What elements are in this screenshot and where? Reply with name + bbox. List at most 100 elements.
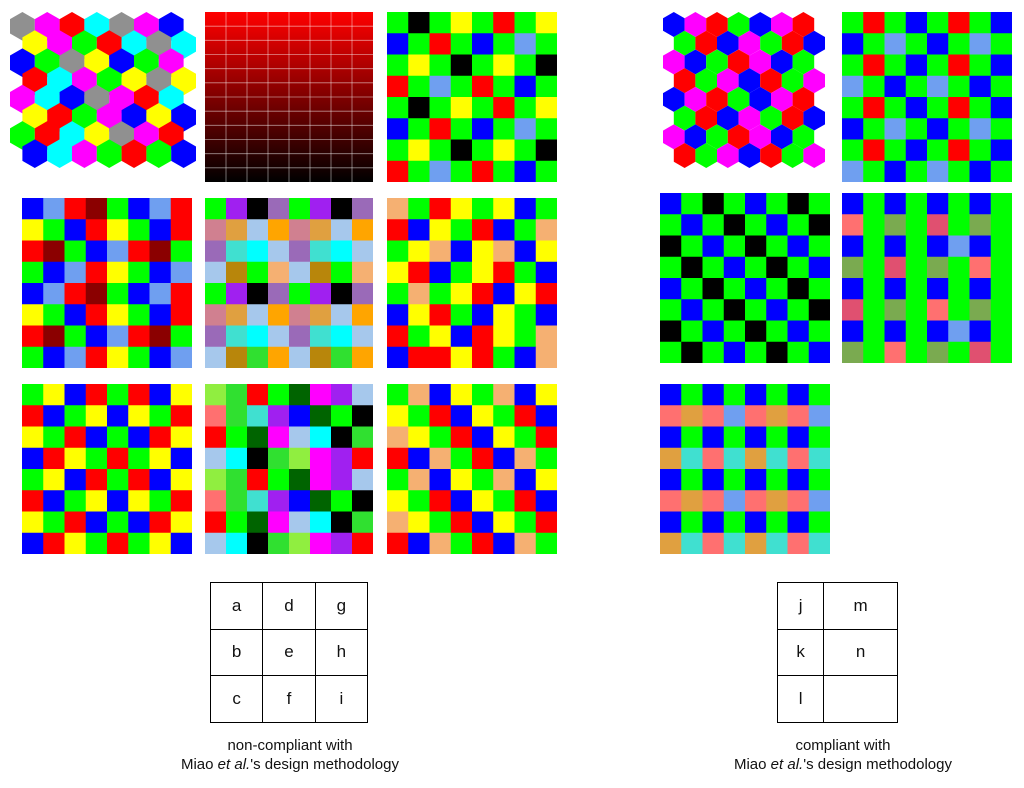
pattern-cell [149, 447, 172, 470]
pattern-cell [310, 490, 332, 512]
pattern-cell [472, 139, 494, 162]
pattern-cell [387, 532, 409, 554]
pattern-cell [535, 447, 557, 470]
pattern-cell [352, 447, 373, 470]
pattern-cell [766, 426, 788, 449]
pattern-cell [22, 469, 44, 491]
pattern-cell [969, 235, 992, 258]
pattern-cell [128, 447, 150, 470]
pattern-cell [310, 426, 332, 449]
pattern-cell [535, 325, 557, 348]
pattern-cell [450, 33, 473, 55]
pattern-cell [247, 405, 269, 427]
pattern-hex [22, 102, 48, 132]
pattern-cell [226, 261, 248, 284]
pattern-cell [905, 299, 928, 321]
pattern-cell [681, 256, 703, 279]
pattern-cell [170, 490, 192, 512]
pattern-cell [660, 384, 682, 406]
pattern-cell [22, 532, 44, 554]
pattern-cell [787, 341, 810, 363]
pattern-hex [803, 68, 825, 94]
pattern-cell [905, 75, 928, 98]
pattern-hex [771, 49, 793, 75]
pattern-cell [289, 426, 311, 449]
pattern-cell [64, 283, 87, 305]
pattern-cell [884, 118, 907, 140]
pattern-cell [884, 75, 907, 98]
pattern-cell [766, 532, 788, 554]
pattern-cell [990, 33, 1012, 55]
pattern-cell [43, 405, 65, 427]
pattern-cell [990, 97, 1012, 119]
pattern-cell [64, 469, 87, 491]
pattern-cell [660, 532, 682, 554]
pattern-cell [723, 320, 746, 343]
pattern-cell [766, 384, 788, 406]
pattern-cell [472, 304, 494, 326]
pattern-cell [863, 97, 885, 119]
pattern-cell [842, 160, 864, 182]
pattern-cell [493, 97, 515, 119]
pattern-cell [205, 511, 227, 534]
pattern-cell [205, 261, 227, 284]
pattern-cell [948, 97, 970, 119]
pattern-cell [352, 511, 373, 534]
pattern-hex [792, 124, 815, 150]
pattern-cell [408, 12, 430, 34]
pattern-cell [247, 469, 269, 491]
pattern-cell [107, 384, 129, 406]
pattern-cell [331, 304, 353, 326]
pattern-cell [170, 447, 192, 470]
pattern-cell [408, 160, 430, 182]
pattern-cell [149, 219, 172, 241]
pattern-cell [535, 532, 557, 554]
pattern-cell [268, 469, 290, 491]
pattern-cell [64, 198, 87, 220]
pattern-cell [352, 384, 373, 406]
pattern-cell [745, 426, 767, 449]
pattern-cell [863, 320, 885, 343]
pattern-hex [59, 84, 85, 114]
pattern-cell [408, 33, 430, 55]
pattern-cell [170, 532, 192, 554]
pattern-cell [990, 12, 1012, 34]
pattern-cell [681, 469, 703, 491]
pattern-hex [47, 30, 72, 59]
pattern-cell [905, 118, 928, 140]
pattern-cell [85, 447, 108, 470]
pattern-cell [787, 256, 810, 279]
pattern-cell [22, 261, 44, 284]
pattern-cell [170, 304, 192, 326]
pattern-cell [247, 325, 269, 348]
pattern-cell [842, 75, 864, 98]
pattern-hex [59, 121, 85, 150]
pattern-cell [905, 12, 928, 34]
pattern-cell [863, 193, 885, 215]
pattern-hex [121, 66, 147, 96]
pattern-cell [787, 532, 810, 554]
pattern-cell [493, 12, 515, 34]
pattern-cell [429, 283, 452, 305]
pattern-cell [128, 346, 150, 368]
pattern-cell [787, 320, 810, 343]
pattern-cell [128, 304, 150, 326]
pattern-cell [22, 325, 44, 348]
pattern-cell [429, 198, 452, 220]
pattern-cell [808, 256, 830, 279]
pattern-cell [723, 341, 746, 363]
pattern-cell [408, 139, 430, 162]
pattern-cell [22, 405, 44, 427]
pattern-cell [905, 54, 928, 77]
pattern-hex [10, 12, 35, 41]
pattern-cell [884, 160, 907, 182]
pattern-hex [146, 30, 172, 59]
pattern-cell [514, 54, 537, 77]
pattern-cell [331, 469, 353, 491]
pattern-hex [96, 30, 122, 59]
pattern-cell [450, 469, 473, 491]
pattern-cell [64, 511, 87, 534]
pattern-cell [905, 160, 928, 182]
pattern-cell [905, 214, 928, 236]
pattern-hex [72, 139, 97, 168]
